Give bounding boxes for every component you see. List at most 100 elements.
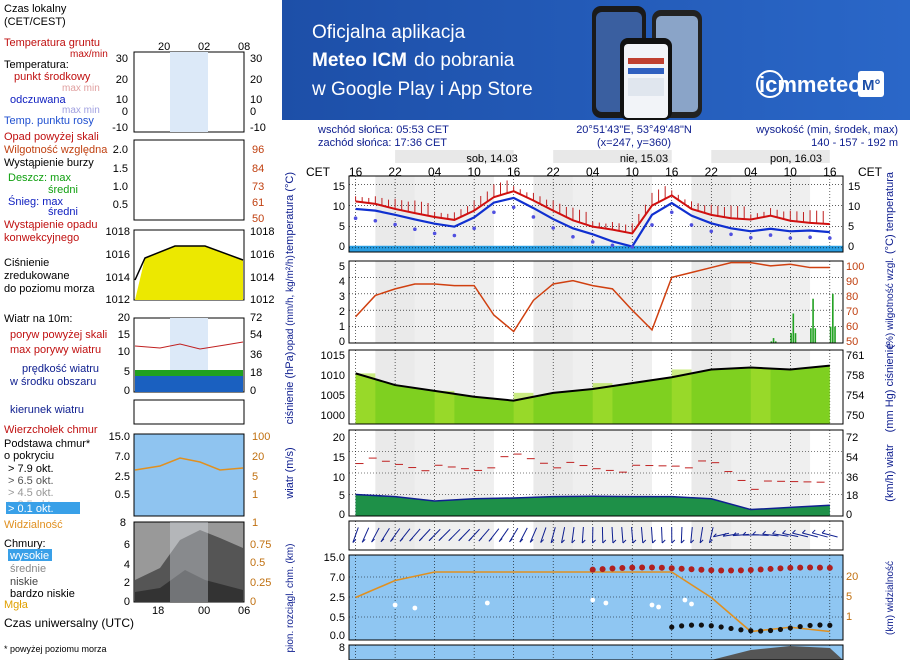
precip-tick-5: 1 (339, 321, 345, 333)
cloud-tick-3: 2.5 (330, 592, 345, 604)
legend-cl-tick-1: 6 (124, 539, 130, 551)
cloud-base-dot-light (412, 606, 417, 611)
legend-w-tick-1: 20 (118, 312, 130, 324)
axis-wind-right: (km/h) wiatr (884, 444, 896, 502)
legend-bottom-hour-2: 00 (198, 605, 210, 617)
banner-line-3: w Google Play i App Store (311, 79, 533, 100)
icmmeteo-logo: icmmeteo M° (757, 71, 884, 97)
wind-arrow (681, 527, 682, 543)
legend-clouds: Chmury: (4, 538, 46, 550)
legend-wk-tick-3: 36 (250, 349, 262, 361)
legend-t-tick-1: 30 (116, 53, 128, 65)
cloud-base-dot (699, 622, 704, 627)
wind-tick-2: 15 (333, 452, 345, 464)
pres-tick-r1: 761 (846, 350, 864, 362)
temp-tick-l1: 15 (333, 181, 345, 193)
legend-cloud-panel (134, 434, 244, 516)
cloud-tick-2: 7.0 (330, 572, 345, 584)
logo-text: icmmeteo (759, 72, 862, 97)
elevation-values: 140 - 157 - 192 m (811, 137, 898, 149)
pressure-stripe (435, 391, 455, 424)
legend-feels: odczuwana (10, 94, 67, 106)
day-label-1: sob, 14.03 (466, 153, 517, 165)
legend-wk-tick-4: 18 (250, 367, 262, 379)
legend-cl-high: wysokie (9, 550, 49, 562)
legend-pr-tick-r2: 1016 (250, 249, 274, 261)
legend-okt-1: > 7.9 okt. (8, 463, 54, 475)
legend-b-tick-4: 0.5 (115, 489, 130, 501)
legend-precip-over: Opad powyżej skali (4, 131, 99, 143)
cloud-base-dot (807, 623, 812, 628)
temp-feels-dot (532, 215, 536, 219)
cloud-top-dot (679, 566, 685, 572)
legend-okt-3: > 4.5 okt. (8, 487, 54, 499)
legend-cloud-base: Podstawa chmur* (4, 438, 91, 450)
vis-tick-2: 5 (846, 591, 852, 603)
cloud-base-dot (738, 627, 743, 632)
legend-b-tick-2: 7.0 (115, 451, 130, 463)
sunset: zachód słońca: 17:36 CET (318, 137, 447, 149)
temp-tick-r2: 10 (848, 201, 860, 213)
legend-clr-tick-2: 0.5 (250, 557, 265, 569)
logo-badge: M° (862, 77, 881, 94)
cloud-top-dot (619, 565, 625, 571)
hour-label: 16 (349, 165, 363, 179)
wind-tick-4: 5 (339, 490, 345, 502)
hum-tick-5: 60 (846, 321, 858, 333)
cloud-top-dot (787, 565, 793, 571)
precip-bar (790, 333, 792, 343)
legend-utc: Czas uniwersalny (UTC) (4, 616, 134, 630)
temp-feels-dot (690, 223, 694, 227)
precip-tick-6: 0 (339, 336, 345, 348)
temp-tick-l4: 0 (339, 241, 345, 253)
wind-tick-5: 0 (339, 509, 345, 521)
wind-tick-1: 20 (333, 432, 345, 444)
wind-tick-r5: 0 (846, 509, 852, 521)
legend-p-tick-1: 2.0 (113, 144, 128, 156)
temp-feels-dot (492, 211, 496, 215)
cloud-base-dot (778, 627, 783, 632)
temp-ground-band (349, 246, 843, 252)
legend-temp-mid: punkt środkowy (14, 71, 91, 83)
pressure-stripe (356, 373, 376, 424)
pres-tick-r3: 754 (846, 390, 864, 402)
cloud-base-dot (689, 623, 694, 628)
legend-time-local: Czas lokalny (4, 3, 67, 15)
legend-h-tick-4: 61 (252, 197, 264, 209)
pressure-stripe (751, 368, 771, 424)
temp-feels-dot (650, 223, 654, 227)
legend-wk-tick-5: 0 (250, 385, 256, 397)
cloud-base-dot-light (683, 598, 688, 603)
precip-bar (793, 313, 795, 343)
wind-tick-r4: 18 (846, 490, 858, 502)
legend-okt-2: > 6.5 okt. (8, 475, 54, 487)
legend-pr-tick-r1: 1018 (250, 226, 274, 238)
legend-w-tick-3: 10 (118, 346, 130, 358)
hour-label: 16 (823, 165, 837, 179)
plot-area (349, 150, 843, 660)
legend-t-tick-2: 20 (116, 74, 128, 86)
precip-tick-3: 3 (339, 291, 345, 303)
legend-t-tick-r2: 20 (250, 74, 262, 86)
precip-bar (830, 327, 832, 343)
sunrise: wschód słońca: 05:53 CET (317, 124, 449, 136)
legend-wk-tick-1: 72 (250, 312, 262, 324)
legend-winddir-panel (134, 400, 244, 424)
temp-feels-dot (611, 243, 615, 247)
legend-cl-tick-2: 4 (124, 559, 130, 571)
legend-time-local-2: (CET/CEST) (4, 16, 66, 28)
hum-tick-3: 80 (846, 291, 858, 303)
vis-tick-1: 20 (846, 571, 858, 583)
temp-feels-dot (670, 211, 674, 215)
temp-feels-dot (354, 216, 358, 220)
day-band-precip (415, 261, 494, 343)
legend-snow-mean: średni (48, 206, 78, 218)
hum-tick-1: 100 (846, 261, 864, 273)
cloud-top-dot (649, 565, 655, 571)
legend-humidity: Wilgotność względna (4, 144, 108, 156)
legend-cl-tick-4: 0 (124, 596, 130, 608)
legend-visibility: Widzialność (4, 519, 63, 531)
legend-clr-tick-4: 0 (250, 596, 256, 608)
cloud-base-dot (748, 628, 753, 633)
temp-tick-r1: 15 (848, 181, 860, 193)
